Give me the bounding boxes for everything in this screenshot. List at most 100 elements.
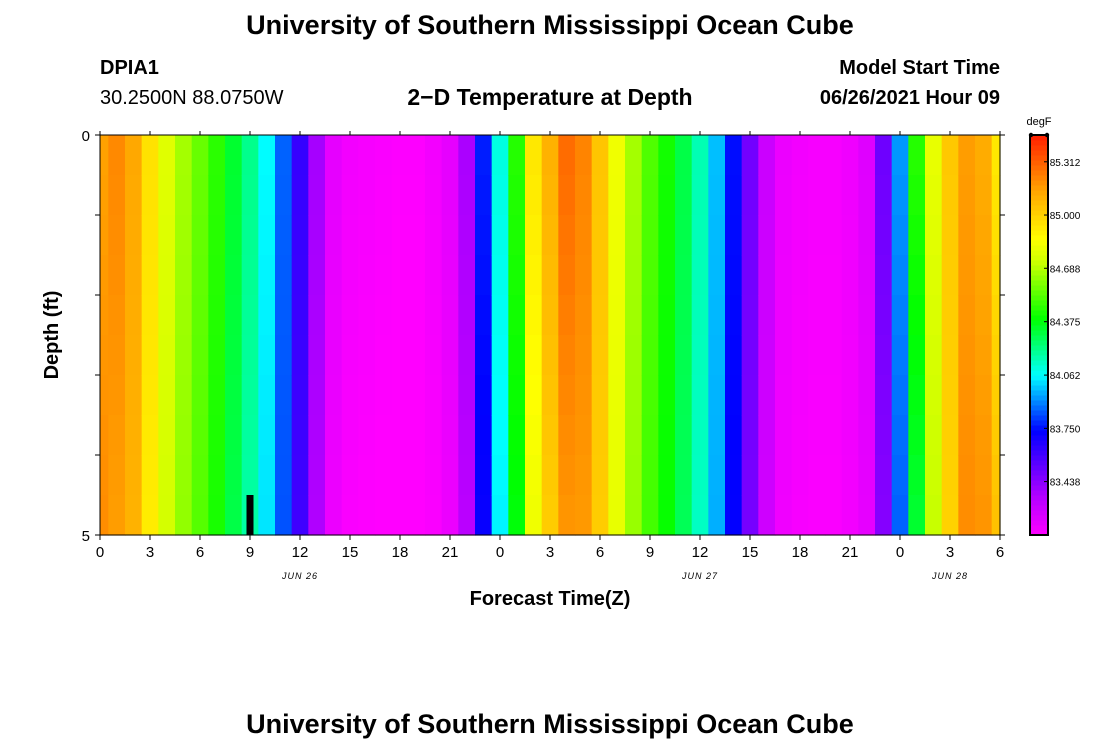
heatmap-cell: [208, 495, 226, 536]
heatmap-cell: [758, 135, 776, 176]
colorbar-segment: [1030, 425, 1048, 431]
heatmap-cell: [458, 255, 476, 296]
colorbar-segment: [1030, 270, 1048, 276]
heatmap-cell: [875, 175, 893, 216]
heatmap-cell: [225, 415, 243, 456]
heatmap-cell: [125, 295, 143, 336]
colorbar-segment: [1030, 230, 1048, 236]
heatmap-cell: [458, 415, 476, 456]
heatmap-cell: [325, 415, 343, 456]
heatmap-cell: [241, 335, 259, 376]
heatmap-cell: [841, 255, 859, 296]
colorbar-segment: [1030, 225, 1048, 231]
heatmap-cell: [475, 255, 493, 296]
heatmap-cell: [791, 455, 809, 496]
heatmap-cell: [841, 495, 859, 536]
heatmap-cell: [991, 335, 1001, 376]
heatmap-cell: [441, 295, 459, 336]
colorbar-corner-dot: [1044, 132, 1050, 138]
heatmap-cell: [125, 175, 143, 216]
heatmap-cell: [108, 415, 126, 456]
heatmap-cell: [608, 375, 626, 416]
heatmap-cell: [608, 335, 626, 376]
heatmap-cell: [591, 455, 609, 496]
heatmap-cell: [841, 175, 859, 216]
heatmap-cell: [391, 255, 409, 296]
heatmap-cell: [358, 255, 376, 296]
heatmap-cell: [475, 175, 493, 216]
colorbar-segment: [1030, 210, 1048, 216]
heatmap-cell: [308, 295, 326, 336]
heatmap-cell: [175, 375, 193, 416]
heatmap-cell: [408, 135, 426, 176]
heatmap-cell: [758, 175, 776, 216]
heatmap-cell: [491, 215, 509, 256]
model-start-time: 06/26/2021 Hour 09: [819, 87, 1000, 109]
x-tick-label: 21: [842, 544, 859, 561]
colorbar-segment: [1030, 420, 1048, 426]
heatmap-cell: [158, 255, 176, 296]
heatmap-cell: [175, 255, 193, 296]
heatmap-cell: [225, 295, 243, 336]
heatmap-cell: [391, 375, 409, 416]
heatmap-cell: [775, 255, 793, 296]
heatmap-cell: [225, 375, 243, 416]
colorbar-segment: [1030, 325, 1048, 331]
heatmap-cell: [708, 415, 726, 456]
heatmap-cell: [675, 375, 693, 416]
heatmap-cell: [375, 335, 393, 376]
heatmap-cell: [641, 375, 659, 416]
heatmap-cell: [741, 375, 759, 416]
heatmap-cell: [591, 175, 609, 216]
heatmap-cell: [100, 135, 109, 176]
heatmap-cell: [425, 135, 443, 176]
colorbar-segment: [1030, 310, 1048, 316]
heatmap-cell: [691, 175, 709, 216]
heatmap-cell: [408, 215, 426, 256]
colorbar-segment: [1030, 515, 1048, 521]
x-tick-label: 3: [946, 544, 954, 561]
heatmap-cell: [641, 255, 659, 296]
heatmap-cell: [541, 215, 559, 256]
x-date-label: JUN 26: [281, 571, 318, 581]
heatmap-cell: [958, 375, 976, 416]
heatmap-cell: [758, 415, 776, 456]
heatmap-cell: [325, 455, 343, 496]
colorbar-segment: [1030, 445, 1048, 451]
heatmap-cell: [858, 135, 876, 176]
heatmap-cell: [191, 175, 209, 216]
heatmap-cell: [391, 215, 409, 256]
heatmap-cell: [241, 415, 259, 456]
heatmap-cell: [825, 135, 843, 176]
heatmap-cell: [575, 335, 593, 376]
heatmap-cell: [525, 175, 543, 216]
heatmap-cell: [525, 335, 543, 376]
heatmap-cell: [408, 295, 426, 336]
colorbar-segment: [1030, 470, 1048, 476]
heatmap-cell: [808, 295, 826, 336]
heatmap-cell: [975, 215, 993, 256]
heatmap-cell: [175, 295, 193, 336]
heatmap-cell: [458, 495, 476, 536]
heatmap-cell: [758, 495, 776, 536]
heatmap-cell: [208, 415, 226, 456]
heatmap-cell: [125, 415, 143, 456]
heatmap-cell: [641, 135, 659, 176]
heatmap-cell: [591, 295, 609, 336]
colorbar-segment: [1030, 320, 1048, 326]
heatmap-cell: [641, 335, 659, 376]
heatmap-cell: [325, 335, 343, 376]
x-date-label: JUN 27: [681, 571, 718, 581]
heatmap-cell: [375, 455, 393, 496]
heatmap-cell: [108, 215, 126, 256]
heatmap-cell: [575, 415, 593, 456]
heatmap-cell: [958, 255, 976, 296]
heatmap-cell: [508, 495, 526, 536]
colorbar-segment: [1030, 145, 1048, 151]
heatmap-cell: [208, 375, 226, 416]
heatmap-cell: [975, 335, 993, 376]
heatmap-cell: [891, 335, 909, 376]
heatmap-cell: [525, 415, 543, 456]
colorbar-segment: [1030, 385, 1048, 391]
colorbar-segment: [1030, 290, 1048, 296]
